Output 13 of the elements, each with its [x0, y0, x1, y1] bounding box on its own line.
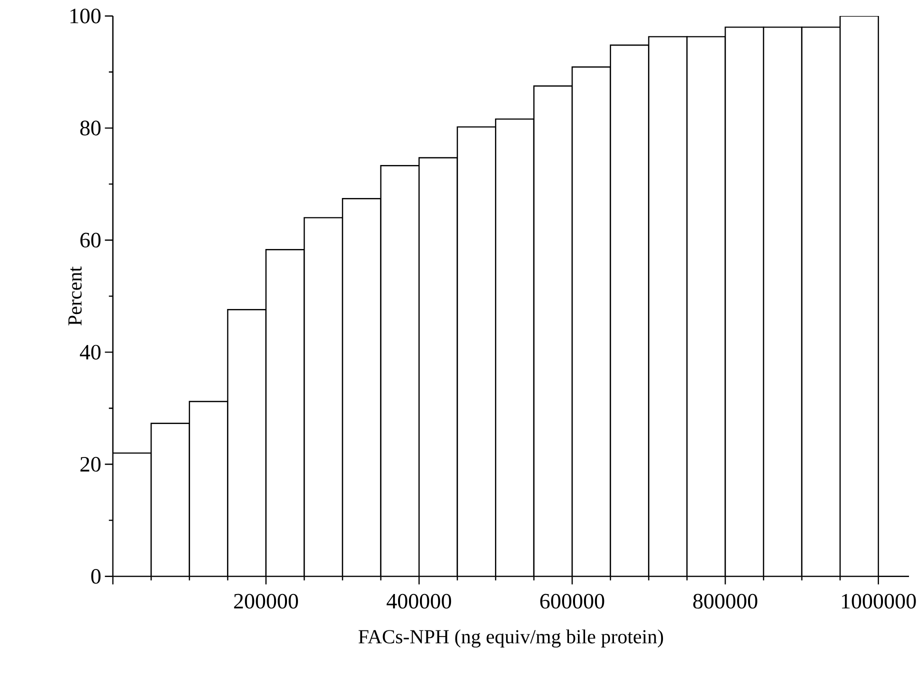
- y-tick-label: 100: [70, 8, 101, 24]
- x-tick-label: 400000: [386, 594, 452, 609]
- x-tick-label: 800000: [693, 594, 758, 609]
- y-tick-label: 0: [91, 568, 101, 584]
- y-tick-label: 20: [80, 456, 101, 472]
- x-tick-label: 200000: [234, 594, 298, 609]
- y-tick-label: 60: [80, 232, 101, 248]
- y-tick-label: 40: [80, 344, 101, 360]
- y-tick-label: 80: [80, 120, 101, 136]
- x-axis-title: FACs-NPH (ng equiv/mg bile protein): [358, 629, 664, 648]
- x-tick-label: 600000: [540, 594, 604, 609]
- y-axis-title: Percent: [68, 266, 82, 326]
- x-tick-label: 1000000: [842, 594, 916, 609]
